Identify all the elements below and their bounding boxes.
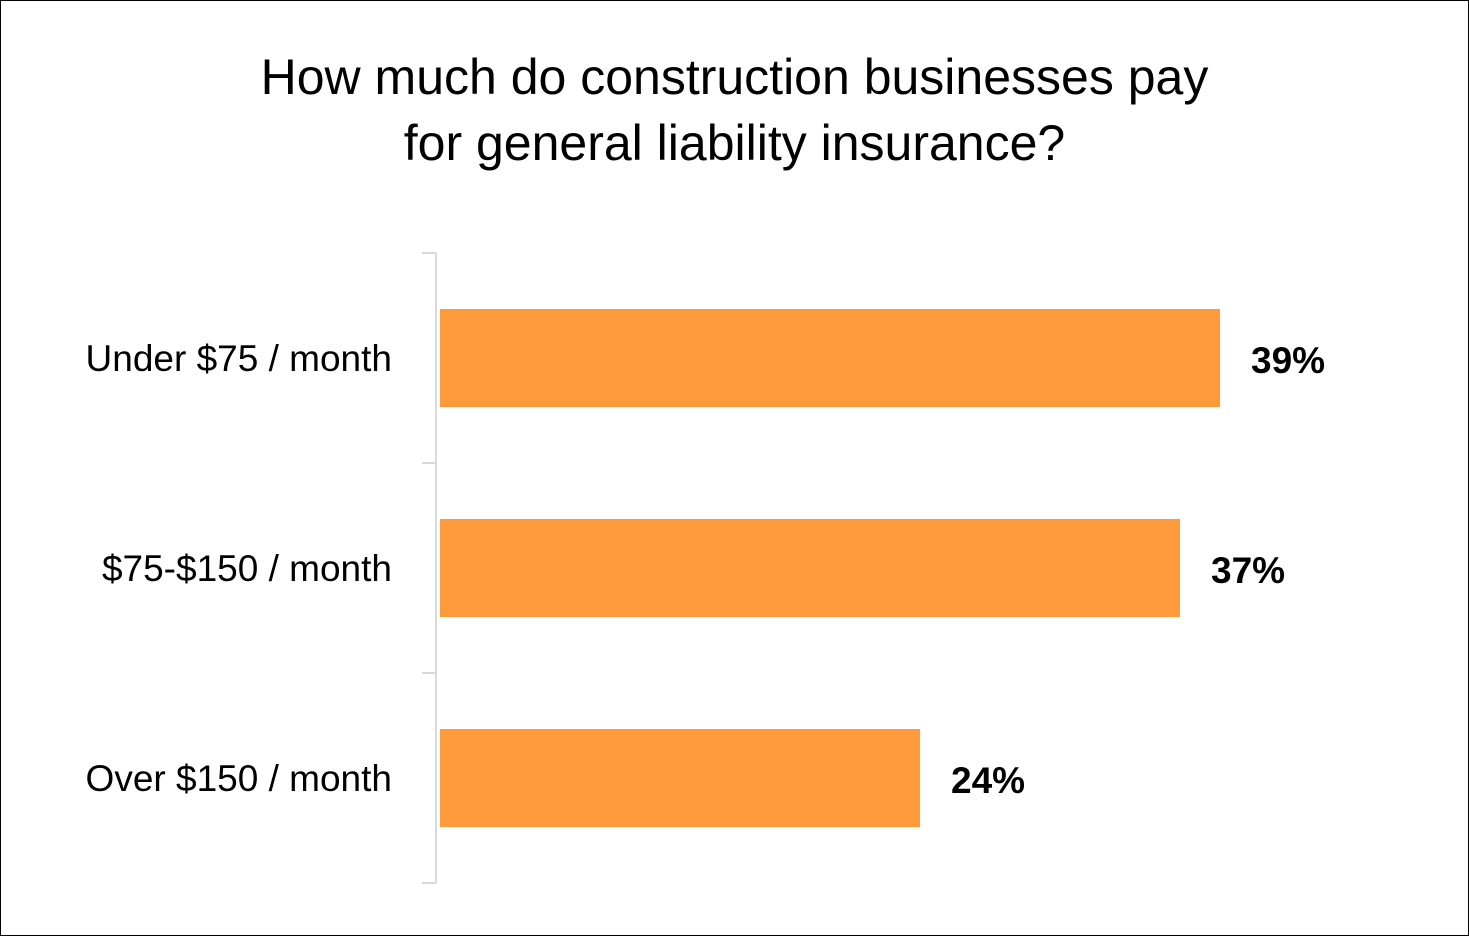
bar <box>440 519 1180 617</box>
category-label: Over $150 / month <box>86 758 392 799</box>
bar <box>440 729 920 827</box>
category-label: $75-$150 / month <box>102 548 392 589</box>
data-label: 39% <box>1251 340 1325 381</box>
chart-title: How much do construction businesses pay … <box>0 44 1469 176</box>
chart-title-line-2: for general liability insurance? <box>403 115 1066 171</box>
category-label: Under $75 / month <box>86 338 392 379</box>
chart-title-line-1: How much do construction businesses pay <box>260 49 1209 105</box>
data-label: 24% <box>951 760 1025 801</box>
data-label: 37% <box>1211 550 1285 591</box>
bar <box>440 309 1220 407</box>
